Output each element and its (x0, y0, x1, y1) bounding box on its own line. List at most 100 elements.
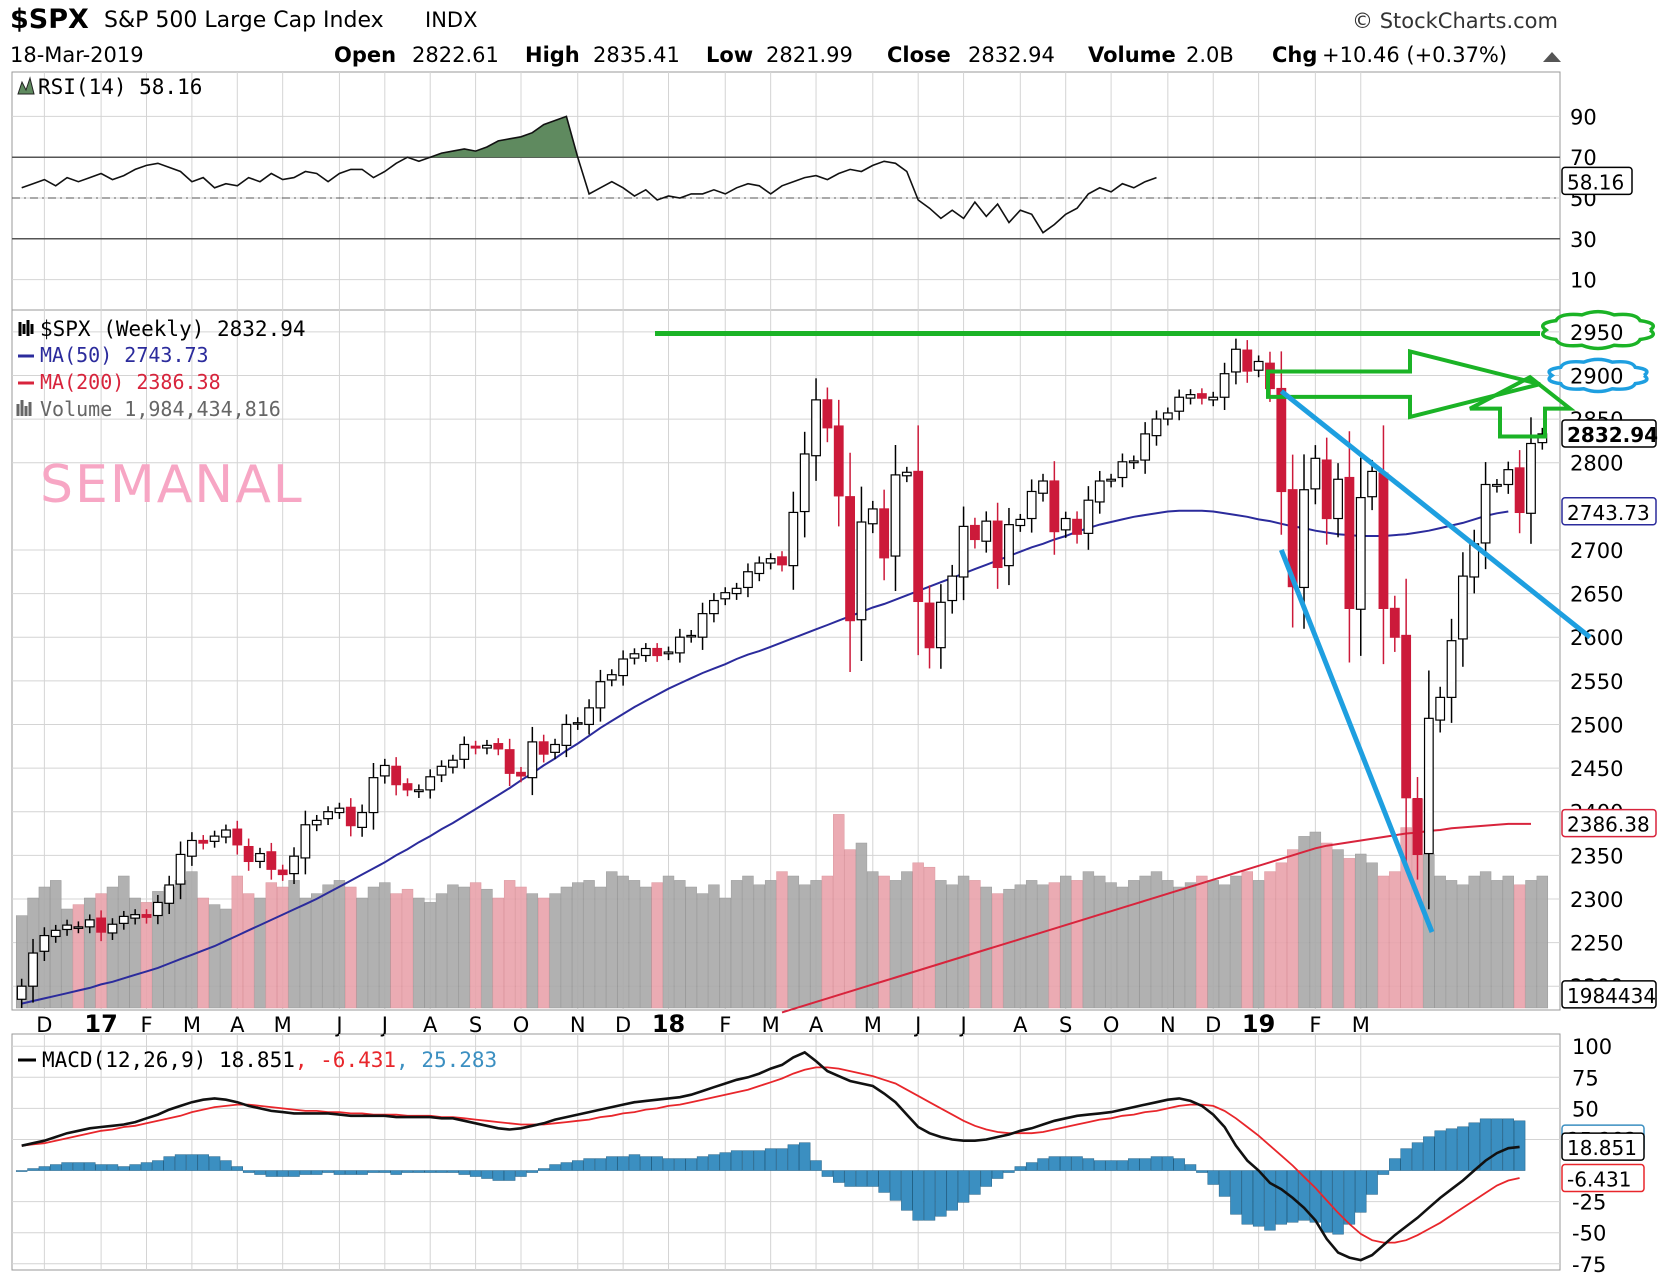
candle-body-130 (1492, 483, 1502, 487)
macd-hist-bar-25 (299, 1170, 312, 1175)
macd-hist-bar-60 (696, 1156, 709, 1171)
rsi-ytick-0: 90 (1570, 105, 1597, 129)
x-label-26: F (1309, 1013, 1321, 1037)
macd-hist-bar-104 (1196, 1170, 1208, 1173)
volume-bar-82 (946, 884, 958, 1009)
candle-body-117 (1344, 476, 1355, 609)
high-value: 2835.41 (593, 43, 680, 67)
volume-bar-27 (322, 884, 334, 1009)
volume-bar-33 (390, 893, 402, 1009)
volume-bar-24 (288, 880, 300, 1009)
volume-bar-69 (798, 884, 811, 1009)
macd-hist-bar-40 (469, 1170, 482, 1177)
volume-bar-120 (1377, 875, 1390, 1009)
macd-hist-bar-39 (458, 1170, 470, 1175)
macd-ytick-5: -50 (1572, 1222, 1606, 1246)
price-tag-ma50-box (1561, 497, 1657, 526)
candle-body-133 (1526, 442, 1536, 514)
candle-body-44 (516, 771, 526, 777)
volume-bar-132 (1513, 884, 1526, 1009)
candle-body-126 (1446, 640, 1457, 698)
x-label-6: J (334, 1013, 342, 1037)
candle-body-62 (720, 592, 731, 600)
price-legend-ma200: MA(200) 2386.38 (40, 370, 221, 394)
macd-hist-bar-57 (662, 1158, 675, 1171)
x-label-1: 17 (84, 1010, 117, 1038)
candle-body-64 (743, 571, 753, 589)
date-label: 18-Mar-2019 (10, 43, 144, 67)
candle-body-14 (175, 853, 186, 885)
macd-hist-bar-50 (583, 1158, 595, 1171)
macd-tag-macd: 18.851 (1567, 1136, 1637, 1160)
open-label: Open (334, 43, 396, 67)
rsi-legend: RSI(14) 58.16 (17, 75, 202, 99)
index-name: S&P 500 Large Cap Index (104, 8, 384, 33)
volume-bar-119 (1366, 862, 1378, 1009)
rsi-ytick-4: 10 (1570, 269, 1597, 293)
volume-bar-63 (730, 880, 743, 1009)
macd-hist-bar-132 (1513, 1120, 1526, 1171)
price-ytick-5: 2650 (1570, 583, 1623, 607)
candle-body-72 (833, 425, 844, 497)
volume-bar-39 (458, 886, 470, 1009)
macd-hist-bar-126 (1445, 1128, 1458, 1171)
macd-hist-bar-117 (1343, 1170, 1356, 1225)
volume-bar-49 (572, 882, 584, 1009)
up-arrow-icon (1543, 52, 1561, 62)
close-label: Close (887, 43, 951, 67)
x-label-18: J (913, 1013, 921, 1037)
candle-body-46 (538, 741, 549, 755)
macd-hist-bar-71 (821, 1170, 834, 1177)
macd-legend-main: MACD(12,26,9) 18.851 (42, 1048, 295, 1072)
volume-bar-36 (424, 902, 436, 1009)
macd-hist-bar-90 (1037, 1158, 1049, 1171)
macd-hist-bar-45 (526, 1170, 539, 1173)
candle-body-31 (368, 777, 379, 814)
candle-body-8 (107, 923, 118, 934)
macd-hist-bar-12 (152, 1160, 164, 1171)
volume-bar-76 (878, 875, 890, 1009)
volume-bar-73 (844, 849, 856, 1009)
candle-body-54 (629, 653, 640, 659)
candle-body-51 (595, 681, 606, 709)
candle-body-104 (1196, 393, 1207, 399)
candle-body-127 (1457, 575, 1468, 640)
macd-hist-bar-51 (594, 1158, 607, 1171)
macd-tag-hist-box (1561, 1163, 1645, 1193)
x-label-21: S (1059, 1013, 1072, 1037)
candle-body-28 (334, 807, 345, 814)
volume-bar-92 (1060, 875, 1072, 1009)
macd-hist-bar-34 (401, 1170, 414, 1173)
candle-body-106 (1219, 373, 1230, 398)
candle-body-11 (141, 914, 152, 918)
volume-bar-104 (1196, 875, 1208, 1009)
x-label-9: S (469, 1013, 482, 1037)
rsi-ytick-3: 30 (1570, 228, 1597, 252)
volume-bar-126 (1445, 880, 1458, 1009)
volume-bar-93 (1071, 880, 1083, 1009)
candle-body-96 (1106, 478, 1117, 482)
volume-bar-79 (912, 862, 924, 1009)
rsi-panel (11, 71, 1561, 311)
candle-body-35 (413, 789, 424, 793)
volume-value: 2.0B (1186, 43, 1234, 67)
x-label-4: A (230, 1013, 245, 1037)
volume-bar-78 (901, 871, 913, 1009)
candle-body-80 (924, 602, 935, 649)
rsi-ytick-1: 70 (1570, 146, 1597, 170)
macd-hist-bar-94 (1082, 1158, 1095, 1171)
volume-bar-40 (469, 882, 482, 1009)
candle-body-41 (482, 744, 492, 749)
macd-hist-bar-127 (1457, 1126, 1469, 1171)
volume-bar-94 (1082, 871, 1095, 1009)
macd-hist-bar-41 (481, 1170, 493, 1179)
macd-hist-bar-10 (129, 1164, 141, 1171)
price-tag-close-box (1561, 419, 1657, 448)
macd-legend-text: MACD(12,26,9) 18.851, -6.431, 25.283 (42, 1048, 497, 1072)
candle-body-32 (379, 764, 390, 777)
candle-body-7 (96, 917, 107, 933)
macd-hist-bar-65 (753, 1150, 766, 1171)
volume-bar-106 (1218, 884, 1231, 1009)
macd-hist-bar-69 (798, 1142, 811, 1171)
volume-label: Volume (1088, 43, 1176, 67)
